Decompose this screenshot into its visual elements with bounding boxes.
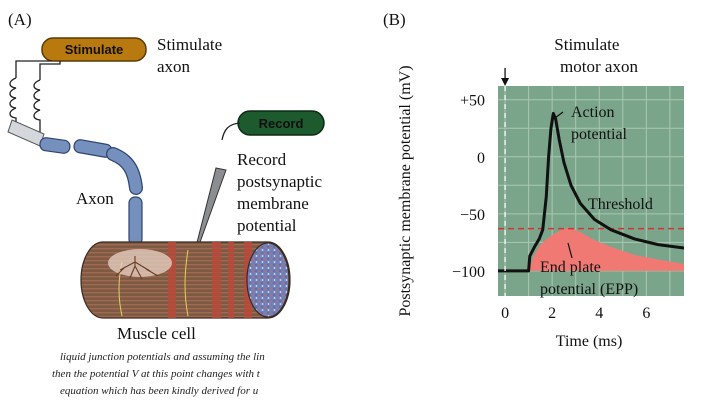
nerve-terminal-branches (115, 256, 159, 280)
panel-b: (B) Stimulate motor axon +50 0 −50 −100 0 2 4 6… (383, 10, 684, 350)
muscle-cell-cross-section (246, 242, 290, 318)
stimulate-motor-axon-line-2: motor axon (560, 57, 638, 76)
y-axis-title: Postsynaptic membrane potential (mV) (397, 65, 414, 316)
plot-overlay (501, 68, 573, 296)
y-tick-label: −50 (460, 207, 485, 224)
axis-ticks: +50 0 −50 −100 0 2 4 6 (452, 93, 650, 322)
action-potential-label: Action potential (571, 104, 628, 143)
stimulate-box-shape (41, 37, 147, 62)
stimulate-axon-line-1: Stimulate (157, 35, 222, 54)
stimulate-box-label: Stimulate (65, 42, 124, 57)
axon-label: Axon (76, 189, 114, 208)
panel-a-label: (A) (8, 10, 32, 29)
record-box: Record (237, 110, 325, 136)
plot-layer (498, 111, 684, 273)
stimulating-wires (9, 60, 61, 142)
scan-line-3: equation which has been kindly derived f… (60, 385, 259, 397)
axon (39, 137, 143, 257)
threshold-label: Threshold (588, 196, 653, 213)
x-tick-label: 6 (642, 305, 650, 322)
scanned-text-fragment: liquid junction potentials and assuming … (52, 351, 265, 397)
epp-label: End plate potential (EPP) (540, 259, 638, 298)
action-potential-label-line-2: potential (571, 126, 628, 143)
stimulate-axon-text: Stimulate axon (157, 35, 226, 76)
action-potential-pointer (554, 111, 564, 119)
muscle-cell-label: Muscle cell (117, 324, 196, 343)
scan-line-2: then the potential V at this point chang… (52, 368, 261, 380)
epp-label-line-2: potential (EPP) (540, 281, 638, 298)
stimulate-motor-axon-text: Stimulate motor axon (554, 35, 638, 76)
stimulate-motor-axon-line-1: Stimulate (554, 35, 619, 54)
panel-b-label: (B) (383, 10, 406, 29)
stimulate-box: Stimulate (41, 37, 147, 62)
x-axis-title: Time (ms) (556, 333, 623, 350)
record-wire (221, 122, 241, 141)
epp-label-line-1: End plate (540, 259, 601, 276)
record-box-label: Record (259, 116, 304, 131)
x-tick-label: 0 (501, 305, 509, 322)
stimulate-axon-line-2: axon (157, 57, 191, 76)
x-tick-label: 4 (595, 305, 603, 322)
record-text-line-2: postsynaptic (237, 172, 322, 191)
x-tick-label: 2 (548, 305, 556, 322)
y-tick-label: 0 (477, 150, 485, 167)
record-text-line-4: potential (237, 216, 297, 235)
end-plate-potential-area (528, 227, 684, 271)
panel-a: (A) Stimulate Stimulate axon Axon (7, 10, 326, 397)
scan-line-1: liquid junction potentials and assuming … (60, 351, 265, 363)
action-potential-trace (498, 111, 684, 273)
muscle-cell (80, 241, 291, 319)
record-text-line-3: membrane (237, 194, 309, 213)
end-plate-region (108, 249, 172, 277)
y-tick-label: −100 (452, 264, 485, 281)
stimulus-arrow-head (501, 78, 510, 86)
action-potential-label-line-1: Action (571, 104, 615, 121)
electrode-tip (7, 119, 45, 147)
record-text-line-1: Record (237, 150, 287, 169)
record-text: Record postsynaptic membrane potential (237, 150, 326, 235)
epp-pointer (567, 242, 573, 259)
y-tick-label: +50 (460, 93, 485, 110)
